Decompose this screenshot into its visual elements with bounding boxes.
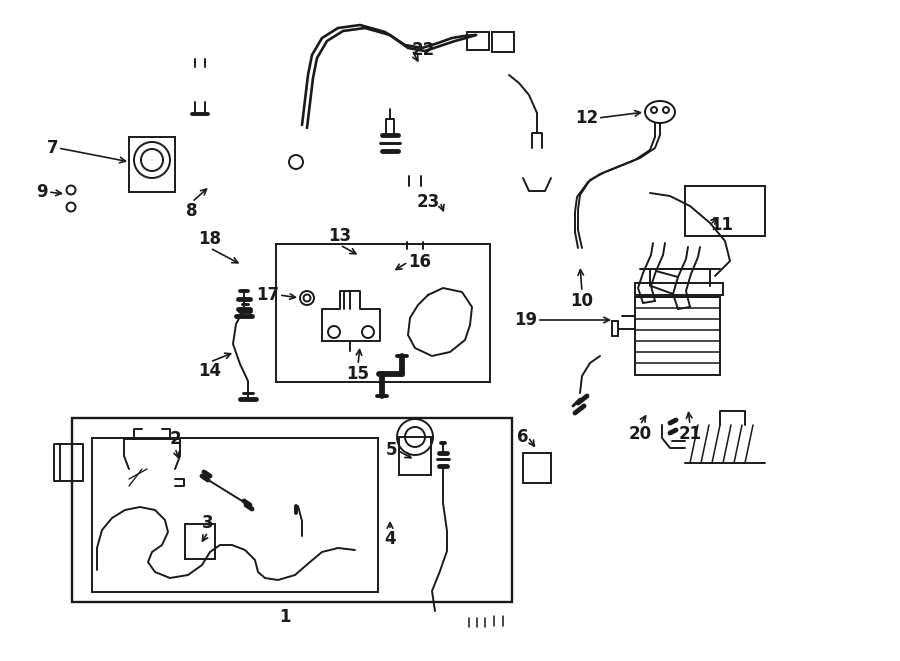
Bar xyxy=(129,137,175,192)
Text: 7: 7 xyxy=(47,139,58,157)
Text: 23: 23 xyxy=(417,193,440,211)
Text: 11: 11 xyxy=(710,216,733,234)
Bar xyxy=(72,418,512,602)
Bar xyxy=(467,32,489,50)
Text: 19: 19 xyxy=(514,311,537,329)
Text: 18: 18 xyxy=(199,230,221,248)
Text: 10: 10 xyxy=(571,292,593,310)
Text: 1: 1 xyxy=(279,608,291,626)
Text: 14: 14 xyxy=(198,362,221,380)
Text: 5: 5 xyxy=(385,441,397,459)
Bar xyxy=(276,244,490,382)
Bar xyxy=(685,186,765,236)
Text: 4: 4 xyxy=(384,530,396,548)
Bar xyxy=(635,297,720,375)
Bar xyxy=(185,524,215,559)
Text: 16: 16 xyxy=(408,253,431,271)
Bar xyxy=(92,438,378,592)
Text: 12: 12 xyxy=(575,109,598,127)
Text: 21: 21 xyxy=(679,425,702,443)
Bar xyxy=(635,283,723,295)
Text: 9: 9 xyxy=(36,183,48,201)
Text: 22: 22 xyxy=(412,41,436,59)
Text: 3: 3 xyxy=(202,514,214,532)
Bar xyxy=(523,453,551,483)
Text: 20: 20 xyxy=(628,425,652,443)
Text: 15: 15 xyxy=(346,365,370,383)
Text: 13: 13 xyxy=(328,227,352,245)
Bar xyxy=(492,32,514,52)
Text: 2: 2 xyxy=(169,430,181,448)
Bar xyxy=(399,437,431,475)
Text: 17: 17 xyxy=(256,286,279,304)
Text: 8: 8 xyxy=(186,202,198,220)
Text: 6: 6 xyxy=(517,428,528,446)
